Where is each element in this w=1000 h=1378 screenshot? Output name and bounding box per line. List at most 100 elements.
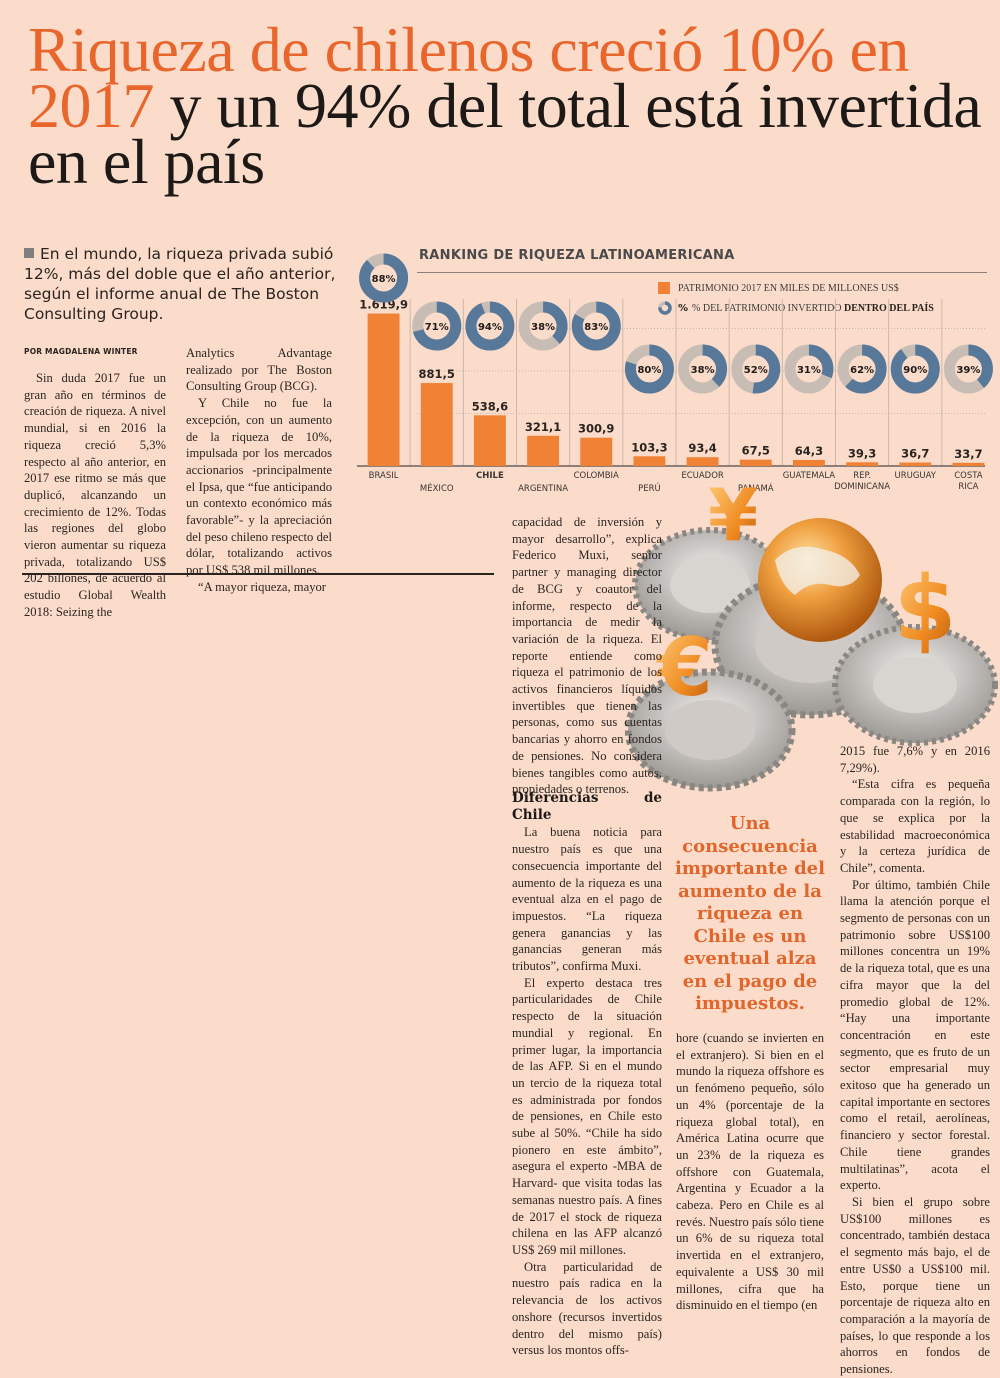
donut-segment	[465, 301, 515, 351]
donut-segment	[943, 344, 993, 394]
article-column-3a: capacidad de inversión y mayor desarroll…	[512, 514, 662, 798]
donut-segment	[731, 344, 781, 394]
bar	[420, 383, 453, 466]
paragraph: Si bien el grupo sobre US$100 millones e…	[840, 1194, 990, 1377]
category-label: COSTA	[954, 471, 983, 481]
article-column-1: Sin duda 2017 fue un gran año en término…	[24, 370, 166, 621]
article-column-3b: Diferencias de Chile La buena noticia pa…	[512, 790, 662, 1359]
donut-segment	[678, 344, 728, 394]
deck-text: En el mundo, la riqueza privada subió 12…	[24, 245, 336, 323]
donut-percent-label: 88%	[372, 274, 396, 285]
article-column-4: hore (cuando se invierten en el extranje…	[676, 1030, 824, 1314]
square-bullet-icon	[24, 248, 34, 258]
chart-title-rule	[417, 272, 987, 273]
chart-title: RANKING DE RIQUEZA LATINOAMERICANA	[419, 248, 735, 263]
paragraph: capacidad de inversión y mayor desarroll…	[512, 515, 662, 797]
byline: POR MAGDALENA WINTER	[24, 347, 138, 356]
bar-value-label: 36,7	[901, 447, 929, 461]
gear-icon	[832, 624, 998, 746]
bar-value-label: 103,3	[631, 440, 667, 454]
bar-value-label: 33,7	[954, 447, 982, 461]
bar-value-label: 881,5	[419, 367, 455, 381]
bar	[952, 462, 985, 466]
paragraph: Por último, también Chile llama la atenc…	[840, 877, 991, 1193]
donut-percent-label: 31%	[797, 365, 821, 376]
donut-percent-label: 94%	[478, 322, 502, 333]
donut-percent-label: 38%	[691, 365, 715, 376]
bar	[899, 462, 932, 466]
bar	[686, 457, 719, 466]
paragraph: La buena noticia para nuestro país es qu…	[512, 825, 662, 974]
bar-value-label: 538,6	[472, 399, 508, 413]
bar-value-label: 1.619,9	[359, 298, 408, 312]
section-divider	[22, 573, 494, 575]
paragraph: Otra particularidad de nuestro país radi…	[512, 1259, 662, 1358]
category-label: ECUADOR	[681, 471, 724, 481]
bar-value-label: 39,3	[848, 446, 876, 460]
article-column-5: 2015 fue 7,6% y en 2016 7,29%). “Esta ci…	[840, 743, 990, 1378]
paragraph: 2015 fue 7,6% y en 2016 7,29%).	[840, 744, 990, 775]
bar	[367, 313, 400, 466]
bar	[473, 415, 506, 466]
headline-dark: y un 94% del total está invertida en el …	[28, 70, 982, 197]
bar-value-label: 67,5	[742, 444, 770, 458]
donut-segment	[837, 344, 887, 394]
headline: Riqueza de chilenos creció 10% en 2017 y…	[28, 18, 988, 194]
donut-percent-label: 52%	[744, 365, 768, 376]
paragraph: “A mayor riqueza, mayor	[198, 579, 326, 594]
headline-orange: Riqueza de chilenos creció 10% en 2017	[28, 14, 909, 141]
chart-plot: 1.619,9 BRASIL 88% 881,5 MÉXICO 71% 538,6 CHILE…	[357, 253, 993, 494]
category-label: REP.	[853, 471, 871, 481]
legend-bar-swatch	[658, 282, 670, 294]
category-label: MÉXICO	[420, 482, 454, 494]
wealth-ranking-chart: RANKING DE RIQUEZA LATINOAMERICANA PATRI…	[355, 244, 1000, 494]
category-label: CHILE	[476, 471, 504, 481]
donut-percent-label: 38%	[531, 322, 555, 333]
category-label: DOMINICANA	[834, 482, 890, 492]
donut-segment	[890, 344, 940, 394]
paragraph: Sin duda 2017 fue un gran año en término…	[24, 371, 166, 619]
deck: En el mundo, la riqueza privada subió 12…	[24, 244, 344, 324]
bar-value-label: 64,3	[795, 444, 823, 458]
legend-item-bar: PATRIMONIO 2017 EN MILES DE MILLONES US$	[658, 278, 934, 298]
donut-percent-label: 71%	[425, 322, 449, 333]
paragraph: Analytics Advantage realizado por The Bo…	[186, 346, 332, 394]
category-label: GUATEMALA	[783, 471, 836, 481]
bar-value-label: 93,4	[688, 441, 716, 455]
bar	[792, 459, 825, 466]
bar	[739, 459, 772, 466]
euro-symbol-icon: €	[655, 621, 713, 714]
category-label: BRASIL	[369, 471, 399, 481]
paragraph: Y Chile no fue la excepción, con un aume…	[186, 396, 332, 578]
donut-percent-label: 39%	[956, 365, 980, 376]
yen-symbol-icon: ¥	[708, 480, 758, 557]
bar	[633, 456, 666, 466]
bar-value-label: 321,1	[525, 420, 561, 434]
legend-donut-icon	[658, 301, 672, 315]
category-label: URUGUAY	[894, 471, 936, 481]
category-label: RICA	[958, 482, 978, 492]
category-label: PERÚ	[638, 482, 661, 494]
bar	[846, 462, 879, 466]
section-heading: Diferencias de Chile	[512, 790, 662, 823]
legend-donut-label: % DEL PATRIMONIO INVERTIDO	[692, 302, 842, 314]
bar	[580, 437, 613, 466]
dollar-symbol-icon: $	[894, 557, 957, 662]
paragraph: “Esta cifra es pequeña comparada con la …	[840, 777, 990, 875]
category-label: ARGENTINA	[518, 484, 568, 494]
paragraph: hore (cuando se invierten en el extranje…	[676, 1031, 824, 1313]
category-label: COLOMBIA	[574, 471, 619, 481]
gears-illustration: ¥ € $	[625, 480, 998, 792]
donut-percent-label: 62%	[850, 365, 874, 376]
bar-value-label: 300,9	[578, 422, 614, 436]
bar	[527, 435, 560, 466]
gear-icon	[625, 668, 796, 792]
donut-percent-label: 90%	[903, 365, 927, 376]
article-column-2: Analytics Advantage realizado por The Bo…	[186, 345, 332, 596]
donut-percent-label: 80%	[637, 365, 661, 376]
donut-segment	[359, 253, 409, 303]
donut-segment	[571, 301, 621, 351]
paragraph: El experto destaca tres particularidades…	[512, 975, 662, 1257]
donut-segment	[412, 301, 462, 351]
legend-bar-label: PATRIMONIO 2017 EN MILES DE MILLONES US$	[678, 282, 899, 294]
